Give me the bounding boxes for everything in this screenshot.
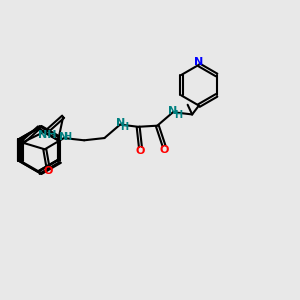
Text: O: O [159, 145, 169, 154]
Text: N: N [59, 132, 68, 142]
Text: O: O [44, 167, 53, 176]
Text: O: O [136, 146, 145, 156]
Text: H: H [174, 110, 182, 120]
Text: H: H [121, 122, 129, 132]
Text: N: N [194, 57, 203, 67]
Text: NH: NH [38, 130, 56, 140]
Text: N: N [168, 106, 177, 116]
Text: N: N [116, 118, 125, 128]
Text: H: H [63, 132, 72, 142]
